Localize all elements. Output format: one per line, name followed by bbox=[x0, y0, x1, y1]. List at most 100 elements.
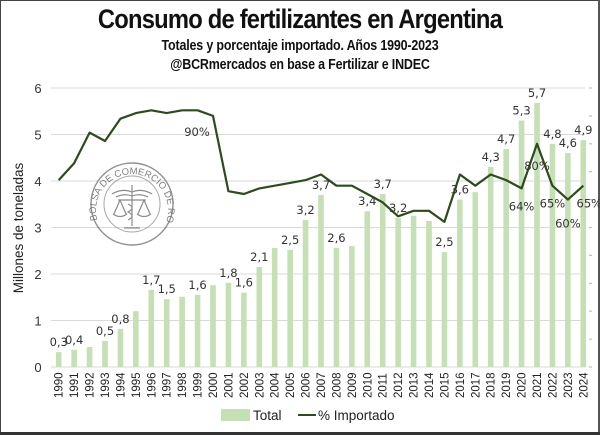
bar-label-2001: 1,8 bbox=[219, 266, 237, 280]
bar-2010 bbox=[364, 211, 371, 367]
x-axis-ticks: 1990 1991 1992 1993 1994 1995 1996 1997 1998 1999… bbox=[54, 372, 591, 398]
bar-label-2020: 5,3 bbox=[512, 104, 530, 118]
line-label-2023: 60% bbox=[555, 217, 581, 231]
scales-caduceus-icon bbox=[111, 185, 153, 229]
x-tick-label: 2007 bbox=[316, 372, 328, 398]
bar-2024 bbox=[580, 140, 587, 367]
bar-data-labels: 0,30,40,50,81,71,5 1,61,81,62,12,53,23,72… bbox=[50, 86, 593, 349]
y-tick-label: 4 bbox=[34, 174, 41, 189]
bar-label-1994: 0,8 bbox=[111, 312, 129, 326]
bar-label-1990: 0,3 bbox=[50, 335, 68, 349]
bar-2007 bbox=[318, 194, 324, 367]
y-tick-label: 1 bbox=[34, 314, 41, 329]
bar-label-2023: 4,6 bbox=[559, 136, 577, 150]
x-tick-label: 1993 bbox=[100, 372, 112, 398]
legend-label-total: Total bbox=[253, 408, 282, 423]
x-tick-label: 2008 bbox=[331, 372, 343, 398]
seal-inner-ring bbox=[103, 175, 161, 233]
y2-axis-ticks bbox=[589, 87, 592, 368]
bar-label-1991: 0,4 bbox=[65, 333, 83, 347]
bar-1990 bbox=[55, 352, 62, 367]
x-tick-label: 1995 bbox=[131, 372, 143, 398]
bar-label-1996: 1,7 bbox=[142, 273, 160, 287]
legend: Total % Importado bbox=[221, 408, 395, 423]
x-tick-label: 2000 bbox=[208, 372, 220, 398]
x-tick-label: 2003 bbox=[254, 372, 266, 398]
x-tick-label: 1992 bbox=[85, 372, 97, 398]
x-tick-label: 2011 bbox=[378, 373, 390, 398]
bar-1997 bbox=[163, 299, 170, 367]
line-label-2021: 80% bbox=[524, 159, 550, 173]
bar-label-1999: 1,6 bbox=[188, 278, 206, 292]
x-tick-label: 1999 bbox=[193, 372, 205, 398]
x-tick-label: 2005 bbox=[285, 372, 297, 398]
bar-2008 bbox=[333, 247, 340, 367]
bar-2014 bbox=[426, 220, 432, 367]
y-tick-label: 6 bbox=[34, 81, 41, 96]
x-tick-label: 1997 bbox=[162, 372, 174, 398]
bar-2005 bbox=[287, 249, 293, 367]
bar-label-2006: 3,2 bbox=[296, 203, 314, 217]
bar-2017 bbox=[472, 192, 479, 367]
x-tick-label: 2022 bbox=[547, 372, 559, 398]
x-tick-label: 2015 bbox=[439, 372, 451, 398]
frame-border-bottom bbox=[0, 432, 600, 435]
bar-label-2011: 3,7 bbox=[374, 177, 392, 191]
line-series-importado bbox=[57, 109, 585, 223]
legend-label-importado: % Importado bbox=[318, 408, 395, 423]
line-label-2000: 90% bbox=[184, 125, 210, 139]
bar-2004 bbox=[271, 247, 278, 367]
bar-2013 bbox=[410, 215, 417, 367]
chart-title: Consumo de fertilizantes en Argentina bbox=[97, 4, 503, 34]
x-tick-label: 1990 bbox=[54, 372, 66, 398]
frame-border-right bbox=[598, 0, 600, 435]
bar-label-2003: 2,1 bbox=[250, 250, 268, 264]
bar-label-2008: 2,6 bbox=[327, 231, 345, 245]
bar-label-2024: 4,9 bbox=[574, 123, 592, 137]
bar-2015 bbox=[441, 252, 448, 367]
chart-source: @BCRmercados en base a Fertilizar e INDE… bbox=[170, 57, 430, 73]
bar-2006 bbox=[302, 220, 309, 367]
x-tick-label: 2004 bbox=[270, 372, 282, 398]
x-tick-label: 2024 bbox=[578, 372, 590, 398]
x-tick-label: 2001 bbox=[223, 372, 235, 398]
line-data-labels: 90% 64% 80% 65% 60% 65% bbox=[184, 125, 600, 231]
bar-2012 bbox=[395, 218, 401, 367]
bar-label-2012: 3,2 bbox=[389, 201, 407, 215]
bar-1996 bbox=[148, 289, 155, 367]
y-tick-label: 3 bbox=[34, 221, 41, 236]
bar-label-2002: 1,6 bbox=[235, 276, 253, 290]
x-tick-label: 2009 bbox=[347, 372, 359, 398]
bar-2023 bbox=[565, 153, 571, 367]
x-tick-label: 2016 bbox=[455, 372, 467, 398]
y-axis-ticks: 0 1 2 3 4 5 6 bbox=[34, 81, 41, 375]
bar-2021 bbox=[534, 102, 540, 367]
y-tick-label: 5 bbox=[34, 128, 41, 143]
bar-2002 bbox=[241, 292, 247, 367]
bar-2003 bbox=[256, 267, 263, 367]
bar-2009 bbox=[349, 246, 355, 367]
x-tick-label: 2019 bbox=[501, 372, 513, 398]
bar-2020 bbox=[518, 120, 525, 367]
bar-2022 bbox=[549, 143, 556, 367]
bar-label-2015: 2,5 bbox=[435, 235, 453, 249]
bar-label-2007: 3,7 bbox=[312, 178, 330, 192]
x-tick-label: 2021 bbox=[532, 372, 544, 398]
y-tick-label: 0 bbox=[34, 360, 41, 375]
bar-series-total bbox=[55, 102, 587, 367]
x-tick-label: 2018 bbox=[486, 372, 498, 398]
bar-2016 bbox=[457, 199, 463, 367]
seal-outer-ring bbox=[90, 162, 174, 246]
y-axis-title: Millones de toneladas bbox=[11, 162, 26, 293]
line-label-2022: 65% bbox=[540, 197, 566, 211]
bar-label-2005: 2,5 bbox=[281, 233, 299, 247]
bar-1992 bbox=[86, 347, 93, 367]
x-tick-label: 2012 bbox=[393, 372, 405, 398]
bar-2000 bbox=[210, 285, 216, 367]
x-tick-label: 2002 bbox=[239, 372, 251, 398]
bar-1999 bbox=[194, 294, 201, 367]
bar-1998 bbox=[179, 296, 185, 367]
line-label-2024: 65% bbox=[577, 197, 600, 211]
